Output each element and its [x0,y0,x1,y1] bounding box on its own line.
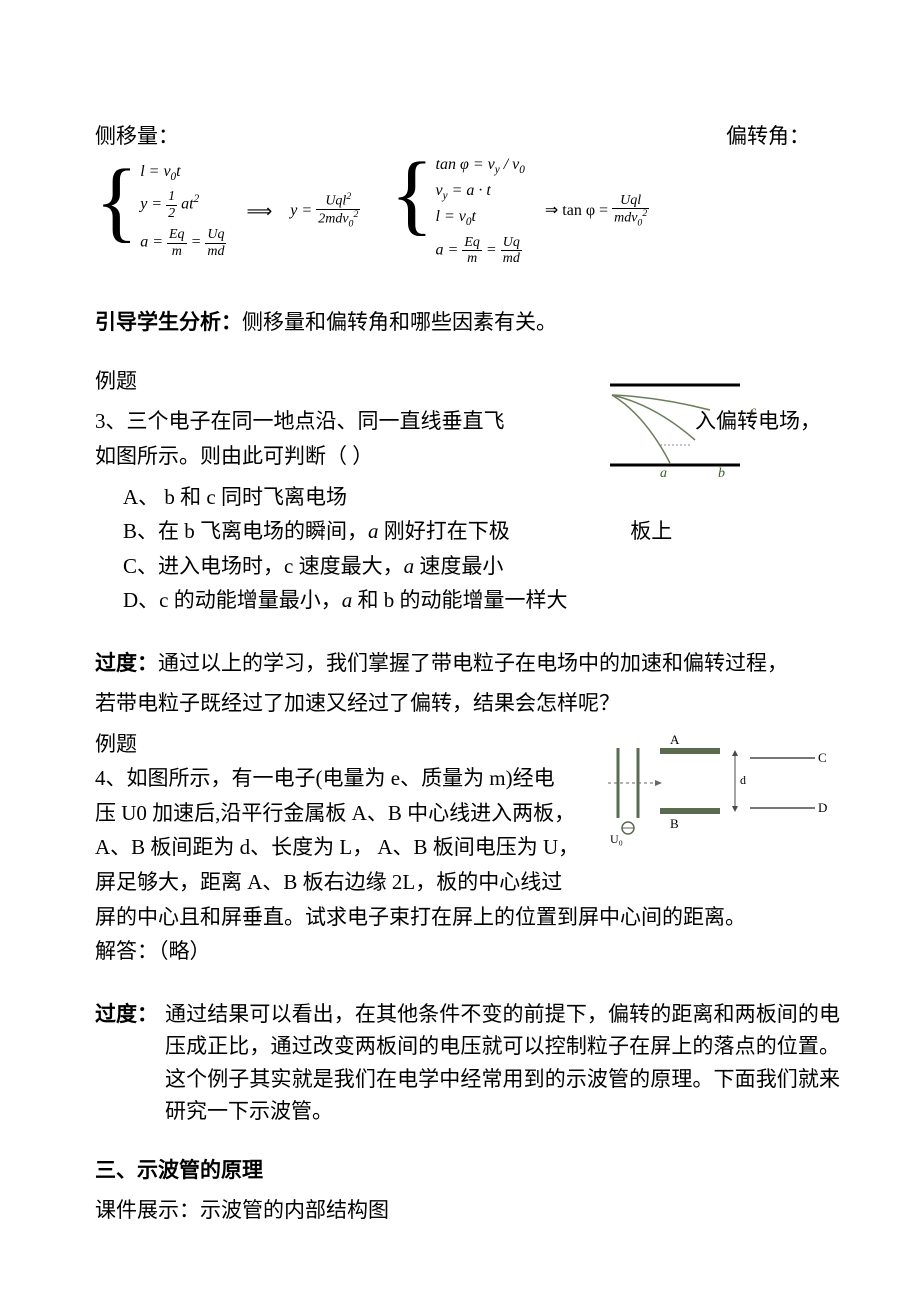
equations-row: { l = v0t y = 12 at2 a = Eqm = Uqmd ⟹ y [95,156,840,266]
eq-vy-at: vy = a · t [436,182,525,202]
ex4-l4: 屏足够大，距离 A、B 板右边缘 2L，板的中心线过 [95,866,840,899]
ex3-optC: C、进入电场时，c 速度最大，a 速度最小 [123,550,840,583]
equation-labels-row: 侧移量： 偏转角： [95,120,840,150]
fig2-arrowhead [655,780,662,786]
eq-tanphi-result: ⇒ tan φ = Uql mdv02 [545,193,649,230]
fig1-traj-c [612,395,710,410]
eq-y-half-at2: y = 12 at2 [140,189,226,221]
fig2-label-U0: U₀ [610,832,623,846]
fig1-label-c: c [750,404,757,419]
trans2-line: 过度： 通过结果可以看出，在其他条件不变的前提下，偏转的距离和两板间的电压成正比… [95,998,840,1128]
eq-a-eq-uq-2: a = Eqm = Uqmd [436,235,525,267]
fig2-d-arrow-dn [732,806,738,812]
ex3-optB: B、在 b 飞离电场的瞬间，a 刚好打在下极 板上 [123,515,840,548]
fig-plates: A B C D d U₀ [600,728,830,848]
fig1-label-b: b [718,466,725,481]
ex4-l5: 屏的中心且和屏垂直。试求电子束打在屏上的位置到屏中心间的距离。 [95,901,840,934]
analysis-block: 引导学生分析：侧移量和偏转角和哪些因素有关。 [95,306,840,339]
section-3-title: 三、示波管的原理 [95,1154,840,1187]
eq-l-v0t-2: l = v0t [436,208,525,228]
fig2-d-arrow-up [732,750,738,756]
fig2-label-D: D [818,800,827,815]
ex3-optA: A、 b 和 c 同时飞离电场 [123,481,840,514]
fig2-label-A: A [670,732,680,747]
eq-tanphi-vy-v0: tan φ = vy / v0 [436,156,525,176]
fig2-label-d: d [740,773,746,787]
section-3-line: 课件展示：示波管的内部结构图 [95,1194,840,1227]
example-4: 例题 4、如图所示，有一电子(电量为 e、质量为 m)经电 压 U0 加速后,沿… [95,728,840,968]
angle-system-lines: tan φ = vy / v0 vy = a · t l = v0t a = E… [436,156,525,266]
analysis-line: 引导学生分析：侧移量和偏转角和哪些因素有关。 [95,306,840,339]
trans1-lead: 过度： [95,651,158,675]
fig1-label-a: a [660,466,667,481]
transition-1: 过度：通过以上的学习，我们掌握了带电粒子在电场中的加速和偏转过程， 若带电粒子既… [95,647,840,720]
lateral-system-lines: l = v0t y = 12 at2 a = Eqm = Uqmd [140,163,226,259]
fig2-label-C: C [818,750,827,765]
transition-2: 过度： 通过结果可以看出，在其他条件不变的前提下，偏转的距离和两板间的电压成正比… [95,998,840,1128]
fig2-plate-a [660,748,720,754]
analysis-lead: 引导学生分析： [95,310,242,334]
brace-left-2: { [390,150,433,260]
example-3: 例题 3、三个电子在同一地点沿、同一直线垂直飞 入偏转电场， 如图所示。则由此可… [95,365,840,617]
analysis-rest: 侧移量和偏转角和哪些因素有关。 [242,310,557,334]
angle-system: { tan φ = vy / v0 vy = a · t l = v0t a =… [390,156,525,266]
arrow-implies-1: ⟹ [246,201,270,222]
section-3: 三、示波管的原理 课件展示：示波管的内部结构图 [95,1154,840,1227]
trans2-lead: 过度： [95,998,165,1031]
fig2-label-B: B [670,816,679,831]
trans1-line2: 若带电粒子既经过了加速又经过了偏转，结果会怎样呢？ [95,687,840,720]
trans2-body: 通过结果可以看出，在其他条件不变的前提下，偏转的距离和两板间的电压成正比，通过改… [95,998,840,1128]
page: 侧移量： 偏转角： { l = v0t y = 12 at2 a = Eqm =… [0,0,920,1302]
fig-deflection: a b c [600,375,780,485]
trans1-line1: 过度：通过以上的学习，我们掌握了带电粒子在电场中的加速和偏转过程， [95,647,840,680]
deflection-angle-label: 偏转角： [726,120,840,150]
lateral-system: { l = v0t y = 12 at2 a = Eqm = Uqmd [95,163,226,259]
ex3-optD: D、c 的动能增量最小，a 和 b 的动能增量一样大 [123,584,840,617]
eq-l-v0t: l = v0t [140,163,226,183]
fig1-traj-b [612,395,695,440]
ex4-l6: 解答：（略） [95,935,840,968]
eq-a-eq-uq: a = Eqm = Uqmd [140,227,226,259]
ex3-options: A、 b 和 c 同时飞离电场 B、在 b 飞离电场的瞬间，a 刚好打在下极 板… [95,481,840,617]
eq-y-result: y = Uql2 2mdv02 [290,192,360,230]
brace-left-1: { [95,157,138,253]
lateral-displacement-label: 侧移量： [95,120,179,150]
fig2-plate-b [660,808,720,814]
